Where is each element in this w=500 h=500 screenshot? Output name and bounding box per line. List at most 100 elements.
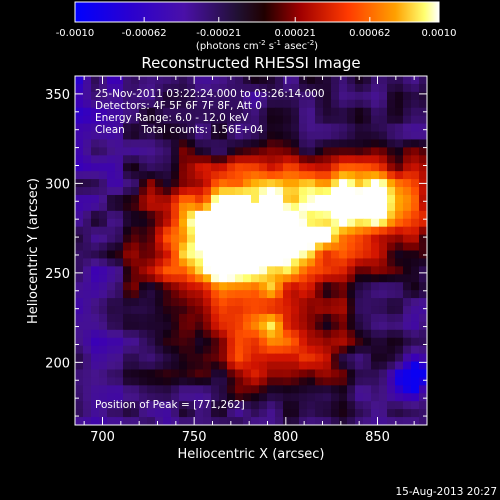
heatmap-cell — [315, 147, 324, 156]
heatmap-cell — [371, 401, 380, 410]
heatmap-cell — [411, 306, 420, 315]
heatmap-cell — [267, 290, 276, 299]
heatmap-cell — [371, 76, 380, 85]
heatmap-cell — [155, 337, 164, 347]
heatmap-cell — [123, 250, 132, 260]
heatmap-cell — [171, 218, 180, 228]
heatmap-cell — [419, 306, 427, 315]
heatmap-cell — [131, 99, 140, 109]
heatmap-cell — [195, 83, 204, 93]
heatmap-cell — [75, 250, 84, 260]
heatmap-cell — [243, 290, 252, 299]
heatmap-cell — [83, 385, 92, 394]
heatmap-cell — [275, 409, 284, 418]
heatmap-cell — [363, 321, 372, 331]
heatmap-cell — [283, 218, 292, 228]
heatmap-cell — [339, 321, 348, 331]
heatmap-cell — [171, 202, 180, 212]
colorbar — [74, 1, 440, 23]
heatmap-cell — [395, 250, 404, 260]
heatmap-cell — [283, 91, 292, 101]
heatmap-cell — [171, 115, 180, 125]
heatmap-cell — [115, 345, 124, 355]
heatmap-cell — [91, 107, 100, 117]
heatmap-cell — [387, 258, 396, 267]
heatmap-cell — [347, 321, 356, 331]
heatmap-cell — [371, 147, 380, 156]
heatmap-cell — [171, 266, 180, 275]
heatmap-cell — [299, 187, 308, 196]
heatmap-cell — [355, 290, 364, 299]
heatmap-cell — [347, 274, 356, 283]
heatmap-cell — [331, 385, 340, 394]
heatmap-cell — [307, 163, 316, 172]
heatmap-cell — [131, 401, 140, 410]
heatmap-cell — [395, 187, 404, 196]
heatmap-cell — [371, 409, 380, 418]
heatmap-cell — [299, 147, 308, 156]
heatmap-cell — [75, 194, 84, 204]
heatmap-cell — [347, 187, 356, 196]
heatmap-cell — [171, 409, 180, 418]
heatmap-cell — [331, 163, 340, 172]
heatmap-cell — [227, 210, 236, 220]
heatmap-cell — [299, 131, 308, 141]
heatmap-cell — [315, 163, 324, 172]
heatmap-cell — [355, 99, 364, 109]
heatmap-cell — [235, 385, 244, 394]
heatmap-cell — [211, 385, 220, 394]
heatmap-cell — [171, 306, 180, 315]
heatmap-cell — [275, 298, 284, 307]
heatmap-cell — [147, 393, 156, 402]
heatmap-cell — [107, 298, 116, 307]
heatmap-cell — [107, 266, 116, 275]
heatmap-cell — [147, 306, 156, 315]
heatmap-cell — [155, 306, 164, 315]
heatmap-cell — [219, 417, 228, 425]
heatmap-cell — [139, 353, 148, 363]
heatmap-cell — [387, 369, 396, 379]
heatmap-cell — [75, 242, 84, 252]
heatmap-cell — [131, 242, 140, 252]
heatmap-cell — [283, 139, 292, 148]
heatmap-cell — [315, 337, 324, 347]
heatmap-cell — [195, 218, 204, 228]
heatmap-cell — [395, 361, 404, 371]
heatmap-cell — [75, 187, 84, 196]
heatmap-cell — [115, 385, 124, 394]
heatmap-cell — [307, 401, 316, 410]
heatmap-cell — [371, 417, 380, 425]
heatmap-cell — [379, 210, 388, 220]
heatmap-cell — [267, 401, 276, 410]
heatmap-cell — [107, 226, 116, 236]
heatmap-cell — [235, 242, 244, 252]
heatmap-cell — [243, 298, 252, 307]
heatmap-cell — [227, 409, 236, 418]
heatmap-cell — [387, 353, 396, 363]
heatmap-cell — [171, 337, 180, 347]
heatmap-cell — [107, 91, 116, 101]
heatmap-cell — [291, 337, 300, 347]
heatmap-cell — [259, 123, 268, 133]
heatmap-cell — [299, 313, 308, 323]
heatmap-cell — [371, 321, 380, 331]
heatmap-cell — [419, 115, 427, 125]
heatmap-cell — [211, 76, 220, 85]
heatmap-cell — [291, 313, 300, 323]
heatmap-cell — [219, 147, 228, 156]
heatmap-cell — [387, 290, 396, 299]
heatmap-cell — [187, 369, 196, 379]
heatmap-cell — [163, 409, 172, 418]
heatmap-cell — [347, 179, 356, 188]
heatmap-cell — [155, 139, 164, 148]
heatmap-cell — [355, 234, 364, 244]
heatmap-cell — [419, 123, 427, 133]
heatmap-cell — [203, 250, 212, 260]
heatmap-cell — [203, 202, 212, 212]
heatmap-cell — [355, 377, 364, 386]
heatmap-cell — [91, 99, 100, 109]
heatmap-cell — [339, 76, 348, 85]
heatmap-cell — [315, 155, 324, 164]
heatmap-cell — [291, 226, 300, 236]
heatmap-cell — [267, 306, 276, 315]
